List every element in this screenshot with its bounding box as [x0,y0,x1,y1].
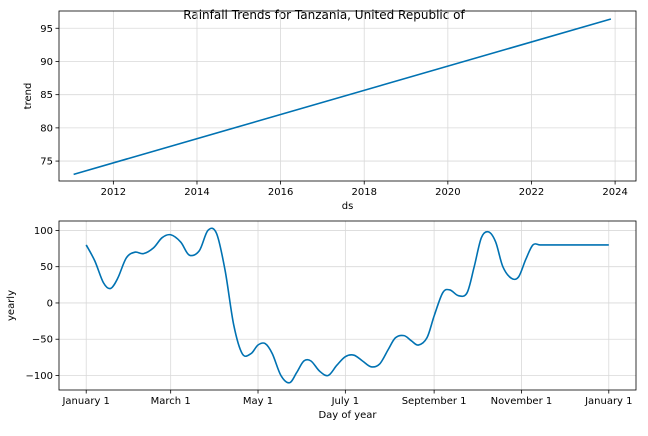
axes-frame [58,220,637,391]
y-tick-label: −50 [32,335,53,346]
y-axis-label: trend [23,83,34,110]
yearly-series-line [85,227,609,384]
y-tick-label: 95 [40,24,53,35]
x-axis-label: Day of year [318,410,377,421]
y-tick-label: 85 [40,90,53,101]
x-tick-label: January 1 [584,396,632,407]
y-tick-label: 75 [40,157,53,168]
y-tick-label: 80 [40,123,53,134]
x-tick-label: November 1 [491,396,553,407]
x-tick-label: 2014 [184,187,209,198]
y-tick-label: 50 [40,262,53,273]
x-axis-label: ds [342,201,354,212]
x-tick-label: 2024 [602,187,627,198]
y-tick-label: 100 [34,226,53,237]
y-tick-label: 90 [40,57,53,68]
x-tick-label: 2012 [101,187,126,198]
y-tick-label: 0 [47,298,53,309]
x-tick-label: 2020 [435,187,460,198]
yearly-panel: January 1 March 1 May 1 July 1 September 1 No… [6,220,637,421]
x-tick-label: January 1 [61,396,109,407]
x-tick-label: September 1 [402,396,467,407]
x-tick-label: 2022 [519,187,544,198]
x-tick-label: 2018 [351,187,376,198]
chart-title: Rainfall Trends for Tanzania, United Rep… [183,8,465,22]
axes-frame [58,10,637,182]
x-tick-label: 2016 [268,187,293,198]
x-tick-label: May 1 [243,396,273,407]
x-tick-label: July 1 [331,396,360,407]
trend-panel: 2012 2014 2016 2018 2020 2022 2024 75 80 85 90 95 ds… [23,10,637,212]
y-tick-label: −100 [26,371,53,382]
y-axis-label: yearly [6,290,17,321]
trend-series-line [73,18,612,176]
x-tick-label: March 1 [151,396,191,407]
